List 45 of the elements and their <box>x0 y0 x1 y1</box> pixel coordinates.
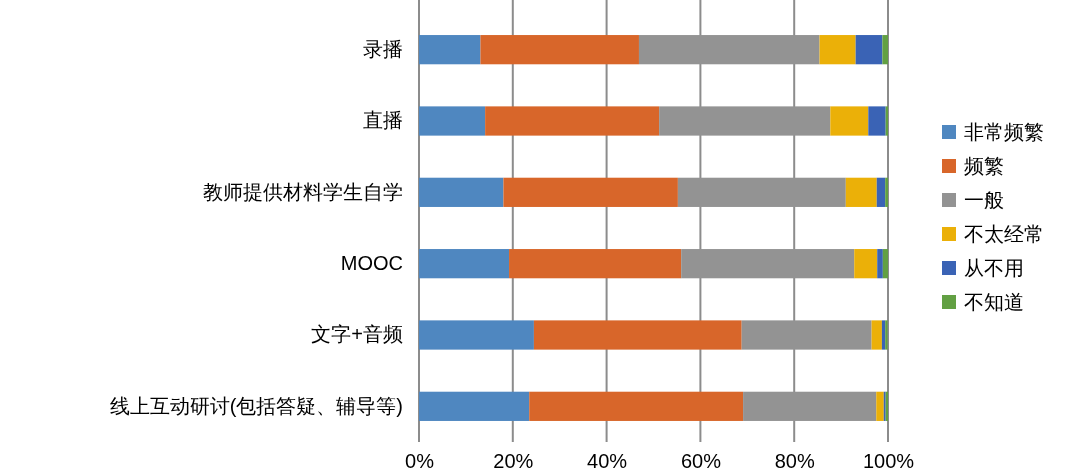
legend-label: 频繁 <box>964 154 1004 178</box>
bar <box>533 320 742 350</box>
legend-label: 从不用 <box>964 256 1024 280</box>
legend-label: 一般 <box>964 188 1004 212</box>
x-tick-label: 80% <box>774 450 815 473</box>
y-tick-label: 线上互动研讨(包括答疑、辅导等) <box>109 394 403 417</box>
bar <box>877 249 883 279</box>
y-tick-label: 录播 <box>363 38 403 61</box>
bar <box>509 249 682 279</box>
bar <box>485 106 660 136</box>
bar <box>419 177 504 207</box>
x-tick-label: 100% <box>862 450 915 473</box>
x-tick-label: 20% <box>493 450 534 473</box>
bar <box>419 35 481 65</box>
bar <box>819 35 856 65</box>
bar <box>876 391 884 421</box>
x-tick-label: 40% <box>587 450 628 473</box>
y-tick-label: 直播 <box>363 109 403 132</box>
bar <box>855 35 883 65</box>
bar <box>876 177 886 207</box>
bar <box>845 177 877 207</box>
bar <box>868 106 886 136</box>
bar <box>830 106 869 136</box>
bar <box>854 249 878 279</box>
y-tick-label: 教师提供材料学生自学 <box>203 180 403 203</box>
bar <box>881 320 886 350</box>
y-tick-label: MOOC <box>340 252 403 275</box>
bar <box>419 249 510 279</box>
bar <box>529 391 744 421</box>
bar <box>419 391 530 421</box>
bar <box>885 177 888 207</box>
bar <box>503 177 678 207</box>
bar <box>419 106 486 136</box>
bar <box>885 320 888 350</box>
bar <box>882 35 888 65</box>
bar <box>419 320 534 350</box>
bar <box>480 35 639 65</box>
x-tick-label: 0% <box>405 450 435 473</box>
legend-label: 非常频繁 <box>964 120 1044 144</box>
x-tick-label: 60% <box>680 450 722 473</box>
legend-label: 不知道 <box>964 290 1024 314</box>
bar <box>871 320 882 350</box>
bar <box>882 249 888 279</box>
legend-label: 不太经常 <box>964 222 1044 246</box>
y-tick-label: 文字+音频 <box>311 323 403 346</box>
